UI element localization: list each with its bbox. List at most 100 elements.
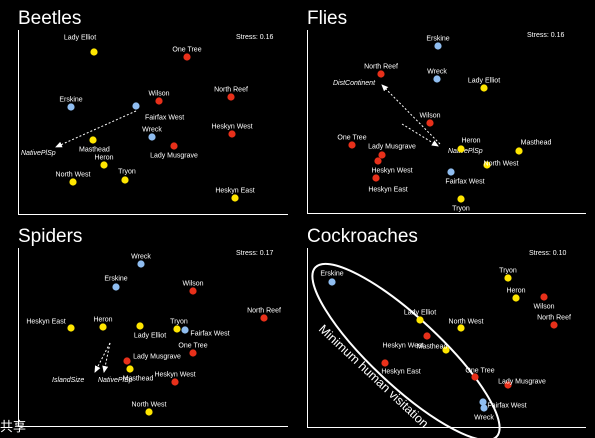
beetles-point-heskyn-east [231,194,238,201]
flies-label-lady-elliot: Lady Elliot [468,78,500,85]
flies-label-masthead: Masthead [521,140,552,147]
beetles-point-erskine [67,103,74,110]
spiders-point-north-reef [260,314,267,321]
beetles-point-tryon [121,176,128,183]
cockroaches-label-erskine: Erskine [320,271,343,278]
beetles-point-north-west [69,178,76,185]
spiders-point-lady-musgrave [123,357,130,364]
beetles-label-wreck: Wreck [142,127,162,134]
stress-label-flies: Stress: 0.16 [527,32,564,39]
flies-label-heron: Heron [461,138,480,145]
cockroaches-label-wreck: Wreck [474,415,494,422]
cockroaches-label-fairfax-west: Fairfax West [487,403,526,410]
cockroaches-label-masthead: Masthead [417,344,448,351]
flies-label-lady-musgrave: Lady Musgrave [368,144,416,151]
cockroaches-point-erskine [328,278,335,285]
flies-point-erskine [434,42,441,49]
corner-text: 共享 [0,416,26,435]
cockroaches-point-lady-elliot [416,316,423,323]
flies-point-heron [457,145,464,152]
beetles-point-lady-elliot [90,48,97,55]
vector-spiders-nativeplsp [104,343,110,372]
flies-label-heskyn-east: Heskyn East [368,187,407,194]
beetles-label-fairfax-west: Fairfax West [145,115,184,122]
spiders-label-lady-musgrave: Lady Musgrave [133,354,181,361]
spiders-label-tryon: Tryon [170,319,188,326]
stress-label-spiders: Stress: 0.17 [236,250,273,257]
flies-label-heskyn-west: Heskyn West [371,168,412,175]
flies-label-north-reef: North Reef [364,64,398,71]
cockroaches-point-wilson [540,293,547,300]
beetles-label-heskyn-east: Heskyn East [215,188,254,195]
spiders-label-north-west: North West [132,402,167,409]
spiders-point-heron [99,323,106,330]
flies-point-lady-musgrave [378,151,385,158]
cockroaches-label-lady-elliot: Lady Elliot [404,310,436,317]
flies-point-masthead [515,147,522,154]
cockroaches-label-north-west: North West [449,319,484,326]
spiders-point-heskyn-west [171,378,178,385]
cockroaches-label-heron: Heron [506,288,525,295]
spiders-label-fairfax-west: Fairfax West [190,331,229,338]
beetles-label-wilson: Wilson [148,91,169,98]
beetles-label-heron: Heron [94,155,113,162]
stress-label-beetles: Stress: 0.16 [236,34,273,41]
beetles-point-wreck [148,133,155,140]
spiders-label-wreck: Wreck [131,254,151,261]
flies-label-one-tree: One Tree [337,135,366,142]
flies-point-wreck [433,75,440,82]
spiders-label-masthead: Masthead [123,376,154,383]
cockroaches-point-tryon [504,274,511,281]
cockroaches-point-heskyn-east [381,359,388,366]
spiders-point-masthead [126,365,133,372]
beetles-label-masthead: Masthead [79,147,110,154]
spiders-label-lady-elliot: Lady Elliot [134,333,166,340]
beetles-label-north-west: North West [56,172,91,179]
cockroaches-point-heskyn-west [423,332,430,339]
beetles-label-erskine: Erskine [59,97,82,104]
spiders-point-heskyn-east [67,324,74,331]
flies-label-north-west: North West [484,161,519,168]
cockroaches-point-fairfax-west [479,398,486,405]
flies-label-wilson: Wilson [419,113,440,120]
spiders-point-lady-elliot [136,322,143,329]
beetles-point-heskyn-west [228,130,235,137]
flies-point-tryon [457,195,464,202]
cockroaches-label-north-reef: North Reef [537,315,571,322]
spiders-label-north-reef: North Reef [247,308,281,315]
beetles-label-one-tree: One Tree [172,47,201,54]
stress-label-cockroaches: Stress: 0.10 [529,250,566,257]
spiders-label-heskyn-west: Heskyn West [154,372,195,379]
flies-point-north-reef [377,70,384,77]
flies-point-fairfax-west [447,168,454,175]
flies-point-heskyn-west [374,157,381,164]
flies-point-one-tree [348,141,355,148]
beetles-point-masthead [89,136,96,143]
cockroaches-label-heskyn-east: Heskyn East [381,369,420,376]
spiders-point-wilson [189,287,196,294]
vector-label-beetles-nativeplsp: NativePlSp [21,150,56,157]
spiders-label-heron: Heron [93,317,112,324]
spiders-point-north-west [145,408,152,415]
beetles-point-fairfax-west [132,102,139,109]
flies-point-wilson [426,119,433,126]
beetles-point-one-tree [183,53,190,60]
vector-label-flies-nativeplsp: NativePlSp [448,148,483,155]
beetles-label-north-reef: North Reef [214,87,248,94]
annotation-minimum-human-visitation: Minimum human visitation [316,322,431,431]
beetles-point-lady-musgrave [170,142,177,149]
cockroaches-label-lady-musgrave: Lady Musgrave [498,379,546,386]
spiders-point-one-tree [189,349,196,356]
cockroaches-point-wreck [480,404,487,411]
cockroaches-label-one-tree: One Tree [465,368,494,375]
cockroaches-point-north-reef [550,321,557,328]
spiders-point-fairfax-west [181,326,188,333]
beetles-point-north-reef [227,93,234,100]
spiders-point-erskine [112,283,119,290]
flies-label-fairfax-west: Fairfax West [445,179,484,186]
vector-label-spiders-islandsize: IslandSize [52,377,84,384]
beetles-label-lady-elliot: Lady Elliot [64,35,96,42]
flies-point-heskyn-east [372,174,379,181]
spiders-label-wilson: Wilson [182,281,203,288]
